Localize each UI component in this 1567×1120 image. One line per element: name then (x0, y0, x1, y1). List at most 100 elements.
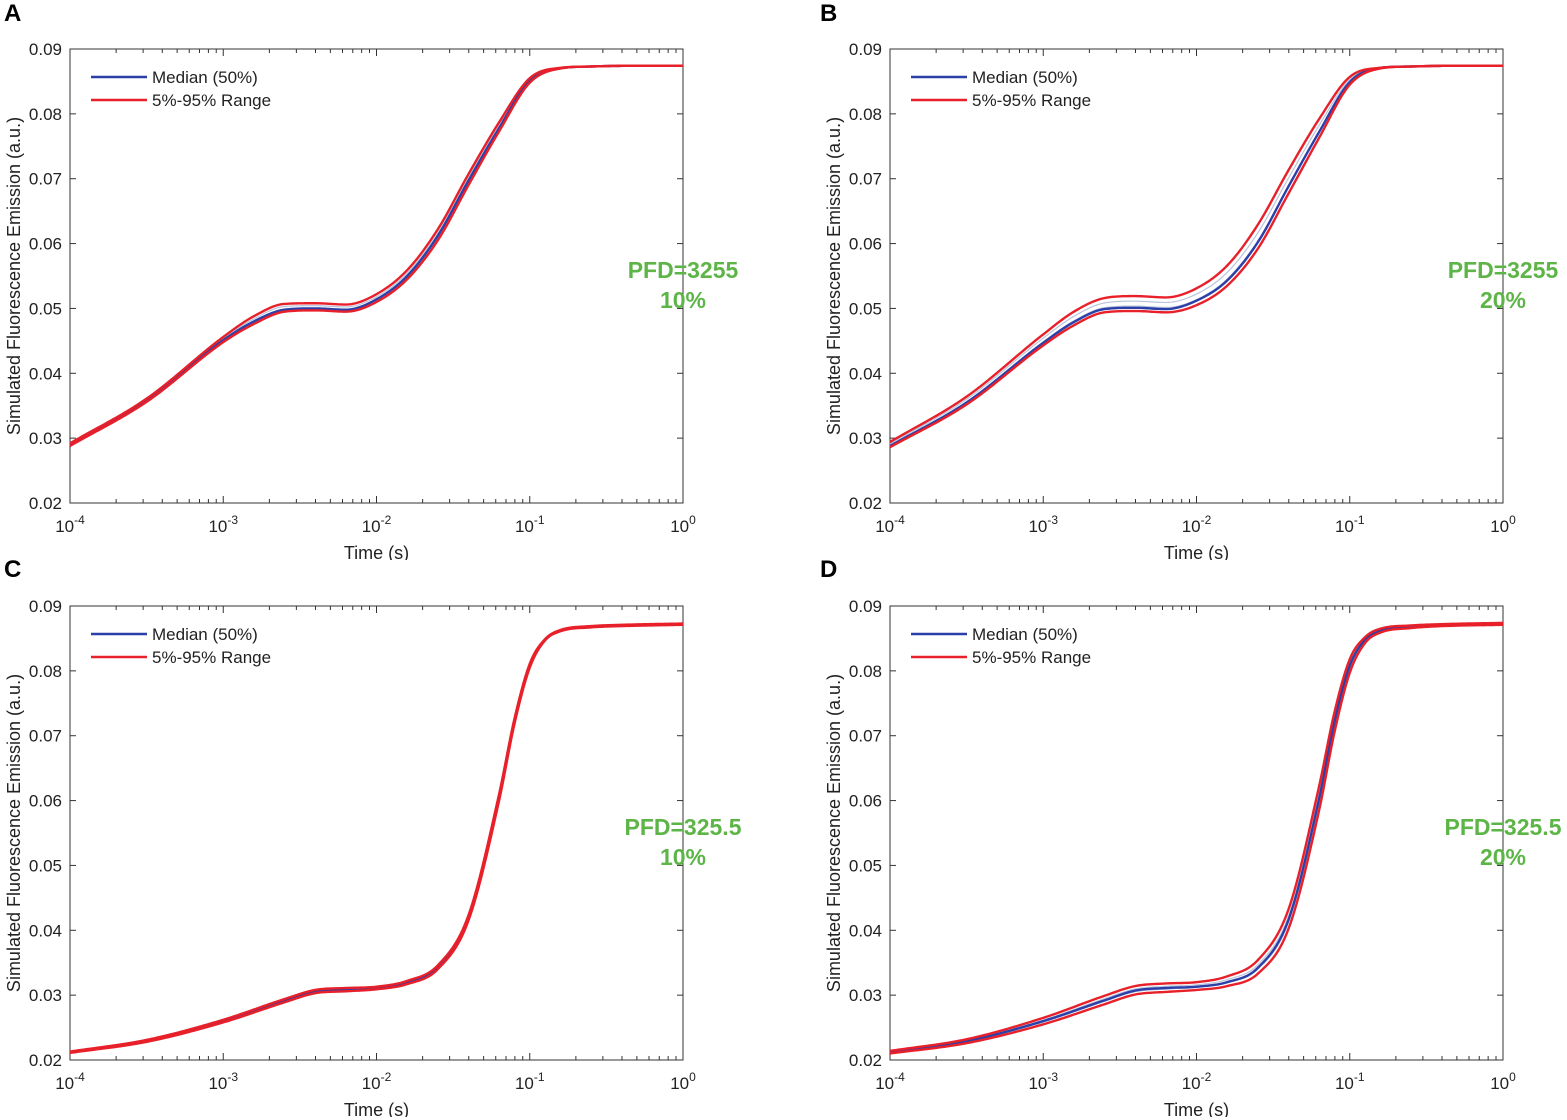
chart-c-ytick-label: 0.03 (29, 986, 62, 1005)
chart-c-xtick-exp: -3 (227, 1070, 238, 1084)
chart-b-ytick-label: 0.09 (849, 40, 882, 59)
chart-c-xtick-exp: -1 (534, 1070, 545, 1084)
chart-c-xtick-label: 10-3 (208, 1070, 238, 1093)
chart-a-range-line-high (69, 64, 683, 445)
chart-d-xlabel: Time (s) (1164, 1100, 1229, 1117)
chart-b-xtick-base: 10 (1028, 517, 1047, 536)
chart-b-xtick-base: 10 (1182, 517, 1201, 536)
chart-b-xtick-base: 10 (1335, 517, 1354, 536)
chart-d-ytick-label: 0.07 (849, 727, 882, 746)
chart-c-ytick-label: 0.02 (29, 1051, 62, 1070)
chart-c-xtick-label: 10-1 (515, 1070, 545, 1093)
chart-d-ytick-label: 0.08 (849, 662, 882, 681)
chart-b-xlabel: Time (s) (1164, 543, 1229, 560)
chart-c-xtick-label: 10-4 (55, 1070, 85, 1093)
chart-d-xtick-base: 10 (1028, 1074, 1047, 1093)
chart-c-xtick-base: 10 (208, 1074, 227, 1093)
chart-a-xtick-exp: -4 (74, 513, 85, 527)
chart-b-annotation-pfd: PFD=3255 (1448, 257, 1559, 283)
chart-d-xtick-exp: 0 (1509, 1070, 1516, 1084)
chart-d-ytick-label: 0.05 (849, 856, 882, 875)
chart-c-range-line-low (69, 623, 684, 1055)
chart-c-ytick-label: 0.07 (29, 727, 62, 746)
chart-d-ylabel: Simulated Fluorescence Emission (a.u.) (824, 674, 844, 992)
chart-d-xtick-base: 10 (875, 1074, 894, 1093)
chart-a-xtick-base: 10 (55, 517, 74, 536)
chart-b-xtick-exp: -4 (894, 513, 905, 527)
chart-a-xlabel: Time (s) (344, 543, 409, 560)
chart-d-xtick-label: 10-1 (1335, 1070, 1365, 1093)
chart-c-annotation-pfd: PFD=325.5 (625, 814, 742, 840)
chart-d-xtick-exp: -2 (1201, 1070, 1212, 1084)
chart-b-xtick-label: 10-2 (1182, 513, 1212, 536)
chart-a-xtick-base: 10 (670, 517, 689, 536)
chart-b-xtick-base: 10 (1490, 517, 1509, 536)
chart-a-ylabel: Simulated Fluorescence Emission (a.u.) (4, 117, 24, 435)
chart-a-ytick-label: 0.04 (29, 364, 62, 383)
chart-b-xtick-base: 10 (875, 517, 894, 536)
chart-a-xtick-label: 10-1 (515, 513, 545, 536)
chart-c-xtick-base: 10 (55, 1074, 74, 1093)
chart-b-legend-median-label: Median (50%) (972, 68, 1078, 87)
chart-c-xtick-exp: 0 (689, 1070, 696, 1084)
chart-a-xtick-base: 10 (362, 517, 381, 536)
chart-d-xtick-base: 10 (1490, 1074, 1509, 1093)
chart-d-ytick-label: 0.04 (849, 921, 882, 940)
chart-b-median-line (889, 64, 1503, 447)
chart-c-annotation-percent: 10% (660, 844, 706, 870)
chart-d-annotation-pfd: PFD=325.5 (1445, 814, 1562, 840)
chart-d-xtick-exp: -3 (1047, 1070, 1058, 1084)
chart-c-range-line-high (69, 622, 684, 1053)
panel-letter-c: C (4, 556, 22, 583)
chart-b-annotation-percent: 20% (1480, 287, 1526, 313)
chart-d-xtick-label: 100 (1490, 1070, 1516, 1093)
panel-letter-b: B (820, 0, 838, 27)
chart-c-xtick-exp: -2 (381, 1070, 392, 1084)
chart-a-xtick-exp: -2 (381, 513, 392, 527)
chart-b-ytick-label: 0.08 (849, 105, 882, 124)
chart-b-ytick-label: 0.04 (849, 364, 882, 383)
panel-letter-d: D (820, 556, 838, 583)
chart-d-xtick-base: 10 (1335, 1074, 1354, 1093)
chart-c-ytick-label: 0.04 (29, 921, 62, 940)
chart-a-ytick-label: 0.08 (29, 105, 62, 124)
chart-b-xtick-exp: -1 (1354, 513, 1365, 527)
chart-d-range-line-high (889, 621, 1504, 1053)
chart-a-ytick-label: 0.07 (29, 170, 62, 189)
chart-a-legend-median-label: Median (50%) (152, 68, 258, 87)
chart-c-axes-box (69, 605, 684, 1061)
chart-a-xtick-label: 10-4 (55, 513, 85, 536)
chart-a-ytick-label: 0.03 (29, 429, 62, 448)
chart-c-xtick-exp: -4 (74, 1070, 85, 1084)
chart-d-legend-range-label: 5%-95% Range (972, 648, 1091, 667)
chart-c-xtick-base: 10 (670, 1074, 689, 1093)
chart-d-annotation-percent: 20% (1480, 844, 1526, 870)
chart-a-xtick-base: 10 (515, 517, 534, 536)
chart-d-xtick-base: 10 (1182, 1074, 1201, 1093)
chart-a-annotation-pfd: PFD=3255 (628, 257, 739, 283)
chart-a-annotation-percent: 10% (660, 287, 706, 313)
chart-a-xtick-exp: 0 (689, 513, 696, 527)
chart-c-ytick-label: 0.08 (29, 662, 62, 681)
chart-a-xtick-label: 10-3 (208, 513, 238, 536)
panel-letter-a: A (4, 0, 22, 27)
chart-d-xtick-exp: -1 (1354, 1070, 1365, 1084)
chart-b-xtick-exp: -3 (1047, 513, 1058, 527)
chart-d-ytick-label: 0.03 (849, 986, 882, 1005)
chart-a-xtick-label: 10-2 (362, 513, 392, 536)
chart-b-ytick-label: 0.07 (849, 170, 882, 189)
chart-d-ytick-label: 0.02 (849, 1051, 882, 1070)
chart-c-ytick-label: 0.06 (29, 792, 62, 811)
chart-b-axes-box (889, 48, 1504, 504)
chart-d-xtick-label: 10-4 (875, 1070, 905, 1093)
chart-d-median-line (889, 622, 1504, 1054)
chart-d-xtick-label: 10-3 (1028, 1070, 1058, 1093)
chart-b-xtick-exp: -2 (1201, 513, 1212, 527)
chart-c-legend-range-label: 5%-95% Range (152, 648, 271, 667)
chart-d-axes-box (889, 605, 1504, 1061)
chart-d-range-line-low (889, 623, 1504, 1055)
chart-d-ytick-label: 0.06 (849, 792, 882, 811)
chart-b-xtick-exp: 0 (1509, 513, 1516, 527)
